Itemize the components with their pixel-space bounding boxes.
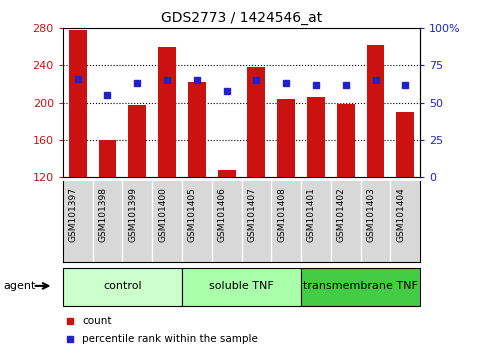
Text: GSM101403: GSM101403 <box>367 187 376 242</box>
Bar <box>247 67 265 177</box>
FancyBboxPatch shape <box>301 268 420 306</box>
Text: GSM101401: GSM101401 <box>307 187 316 242</box>
Bar <box>188 82 206 177</box>
Text: soluble TNF: soluble TNF <box>209 281 274 291</box>
Text: control: control <box>103 281 142 291</box>
Bar <box>337 104 355 177</box>
Bar <box>397 112 414 177</box>
Bar <box>99 140 116 177</box>
Bar <box>367 45 384 177</box>
Text: GSM101398: GSM101398 <box>99 187 108 242</box>
Text: count: count <box>83 316 112 326</box>
Text: transmembrane TNF: transmembrane TNF <box>303 281 418 291</box>
Text: GSM101404: GSM101404 <box>397 187 405 242</box>
FancyBboxPatch shape <box>182 268 301 306</box>
Bar <box>277 99 295 177</box>
Text: GSM101405: GSM101405 <box>188 187 197 242</box>
Bar <box>128 105 146 177</box>
Text: agent: agent <box>3 281 36 291</box>
Text: GSM101408: GSM101408 <box>277 187 286 242</box>
Bar <box>158 47 176 177</box>
Text: GSM101407: GSM101407 <box>247 187 256 242</box>
Text: GSM101399: GSM101399 <box>128 187 137 242</box>
Text: GDS2773 / 1424546_at: GDS2773 / 1424546_at <box>161 11 322 25</box>
Bar <box>307 97 325 177</box>
Text: GSM101400: GSM101400 <box>158 187 167 242</box>
Text: GSM101402: GSM101402 <box>337 187 346 242</box>
Bar <box>69 30 86 177</box>
Text: GSM101397: GSM101397 <box>69 187 78 242</box>
Bar <box>218 170 236 177</box>
FancyBboxPatch shape <box>63 268 182 306</box>
Text: GSM101406: GSM101406 <box>218 187 227 242</box>
Text: percentile rank within the sample: percentile rank within the sample <box>83 334 258 344</box>
